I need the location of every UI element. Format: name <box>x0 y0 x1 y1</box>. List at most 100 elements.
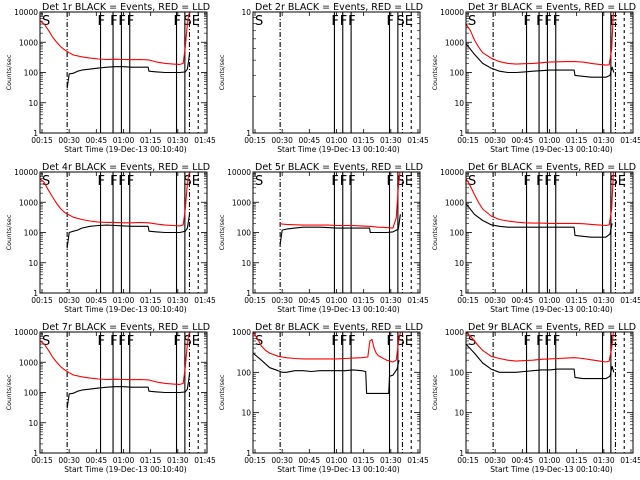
panel-title: Det 3r BLACK = Events, RED = LLD <box>468 2 636 13</box>
y-tick-label: 1000 <box>232 328 251 337</box>
flag-label: S <box>255 14 263 29</box>
flag-label: F <box>536 14 543 29</box>
y-tick-label: 10000 <box>440 168 464 177</box>
x-tick-label: 01:15 <box>353 136 375 145</box>
x-tick-label: 01:00 <box>113 136 135 145</box>
y-axis-label: Counts/sec <box>5 214 13 250</box>
series-lld-line <box>252 331 401 363</box>
y-tick-label: 1000 <box>445 198 464 207</box>
x-axis-label: Start Time (19-Dec-13 00:10:40) <box>277 145 399 154</box>
series-events-line <box>66 374 191 409</box>
x-tick-label: 01:30 <box>167 296 189 305</box>
series-lld-line <box>465 331 614 363</box>
x-tick-label: 01:00 <box>326 296 348 305</box>
x-tick-label: 01:00 <box>113 456 135 465</box>
plot-frame <box>252 171 421 294</box>
x-tick-label: 01:45 <box>620 136 640 145</box>
y-axis-label: Counts/sec <box>431 54 439 90</box>
x-axis-label: Start Time (19-Dec-13 00:10:40) <box>490 145 612 154</box>
series-events-line <box>252 352 400 394</box>
x-tick-label: 00:45 <box>86 296 108 305</box>
x-tick-label: 01:30 <box>593 296 615 305</box>
x-tick-label: 00:30 <box>271 456 293 465</box>
x-tick-label: 01:30 <box>380 136 402 145</box>
y-axis-label: Counts/sec <box>5 374 13 410</box>
flag-label: F <box>331 174 338 189</box>
x-tick-label: 00:30 <box>484 456 506 465</box>
flag-label: F <box>553 334 560 349</box>
x-tick-label: 01:00 <box>539 456 561 465</box>
detector-panel-7: Det 7r BLACK = Events, RED = LLD Counts/s… <box>5 322 216 474</box>
y-axis-label: Counts/sec <box>218 214 226 250</box>
flag-label: SE <box>183 334 199 349</box>
series-events-line <box>279 214 401 245</box>
x-tick-label: 01:45 <box>194 456 216 465</box>
flag-label: F <box>553 174 560 189</box>
x-tick-label: 01:15 <box>353 296 375 305</box>
flag-label: S <box>468 14 476 29</box>
y-tick-label: 1 <box>246 289 251 298</box>
x-tick-label: 01:30 <box>167 136 189 145</box>
y-tick-label: 1000 <box>232 198 251 207</box>
y-tick-label: 10 <box>241 409 251 418</box>
flag-label: F <box>331 14 338 29</box>
flag-label: F <box>110 174 117 189</box>
series-lld-line <box>465 171 614 227</box>
flag-label: F <box>174 334 181 349</box>
y-tick-label: 1000 <box>19 38 38 47</box>
y-tick-label: 1 <box>33 289 38 298</box>
x-tick-label: 00:30 <box>484 296 506 305</box>
y-tick-label: 10000 <box>14 168 38 177</box>
series-events-line <box>66 54 191 89</box>
flag-label: F <box>118 14 125 29</box>
y-tick-label: 1000 <box>445 38 464 47</box>
flag-label: F <box>98 334 105 349</box>
panel-title: Det 6r BLACK = Events, RED = LLD <box>468 162 636 173</box>
x-tick-label: 00:15 <box>457 456 479 465</box>
flag-label: F <box>348 14 355 29</box>
y-tick-label: 10000 <box>440 8 464 17</box>
x-tick-label: 01:15 <box>140 456 162 465</box>
flag-label: F <box>524 174 531 189</box>
flag-label: F <box>536 334 543 349</box>
flag-label: F <box>387 174 394 189</box>
x-tick-label: 01:45 <box>407 296 429 305</box>
x-tick-label: 00:45 <box>299 456 321 465</box>
y-tick-label: 1 <box>33 129 38 138</box>
x-axis-label: Start Time (19-Dec-13 00:10:40) <box>64 145 186 154</box>
x-tick-label: 01:00 <box>326 456 348 465</box>
flag-label: F <box>127 334 134 349</box>
x-tick-label: 01:30 <box>593 456 615 465</box>
series-lld-line <box>39 331 191 385</box>
panel-title: Det 9r BLACK = Events, RED = LLD <box>468 322 636 333</box>
y-tick-label: 1000 <box>445 328 464 337</box>
plot-frame <box>252 11 421 134</box>
flag-label: F <box>524 334 531 349</box>
y-axis-label: Counts/sec <box>431 214 439 250</box>
x-tick-label: 00:15 <box>457 296 479 305</box>
plot-frame <box>465 11 634 134</box>
series-events-line <box>465 43 615 78</box>
flag-label: SE <box>396 174 412 189</box>
x-tick-label: 01:15 <box>566 456 588 465</box>
x-tick-label: 00:45 <box>512 456 534 465</box>
panel-title: Det 4r BLACK = Events, RED = LLD <box>42 162 210 173</box>
x-axis-label: Start Time (19-Dec-13 00:10:40) <box>64 465 186 474</box>
flag-label: F <box>544 334 551 349</box>
panel-title: Det 2r BLACK = Events, RED = LLD <box>255 2 423 13</box>
flag-label: F <box>387 14 394 29</box>
y-tick-label: 100 <box>24 229 39 238</box>
x-axis-label: Start Time (19-Dec-13 00:10:40) <box>277 305 399 314</box>
x-tick-label: 01:30 <box>167 456 189 465</box>
y-tick-label: 100 <box>450 229 465 238</box>
panel-title: Det 1r BLACK = Events, RED = LLD <box>42 2 210 13</box>
y-tick-label: 100 <box>237 229 252 238</box>
y-tick-label: 10000 <box>227 168 251 177</box>
flag-label: SE <box>609 174 625 189</box>
x-tick-label: 00:15 <box>244 136 266 145</box>
x-tick-label: 01:45 <box>620 456 640 465</box>
detector-panel-6: Det 6r BLACK = Events, RED = LLD Counts/s… <box>431 162 640 314</box>
x-tick-label: 00:30 <box>58 456 80 465</box>
y-tick-label: 1 <box>459 449 464 458</box>
